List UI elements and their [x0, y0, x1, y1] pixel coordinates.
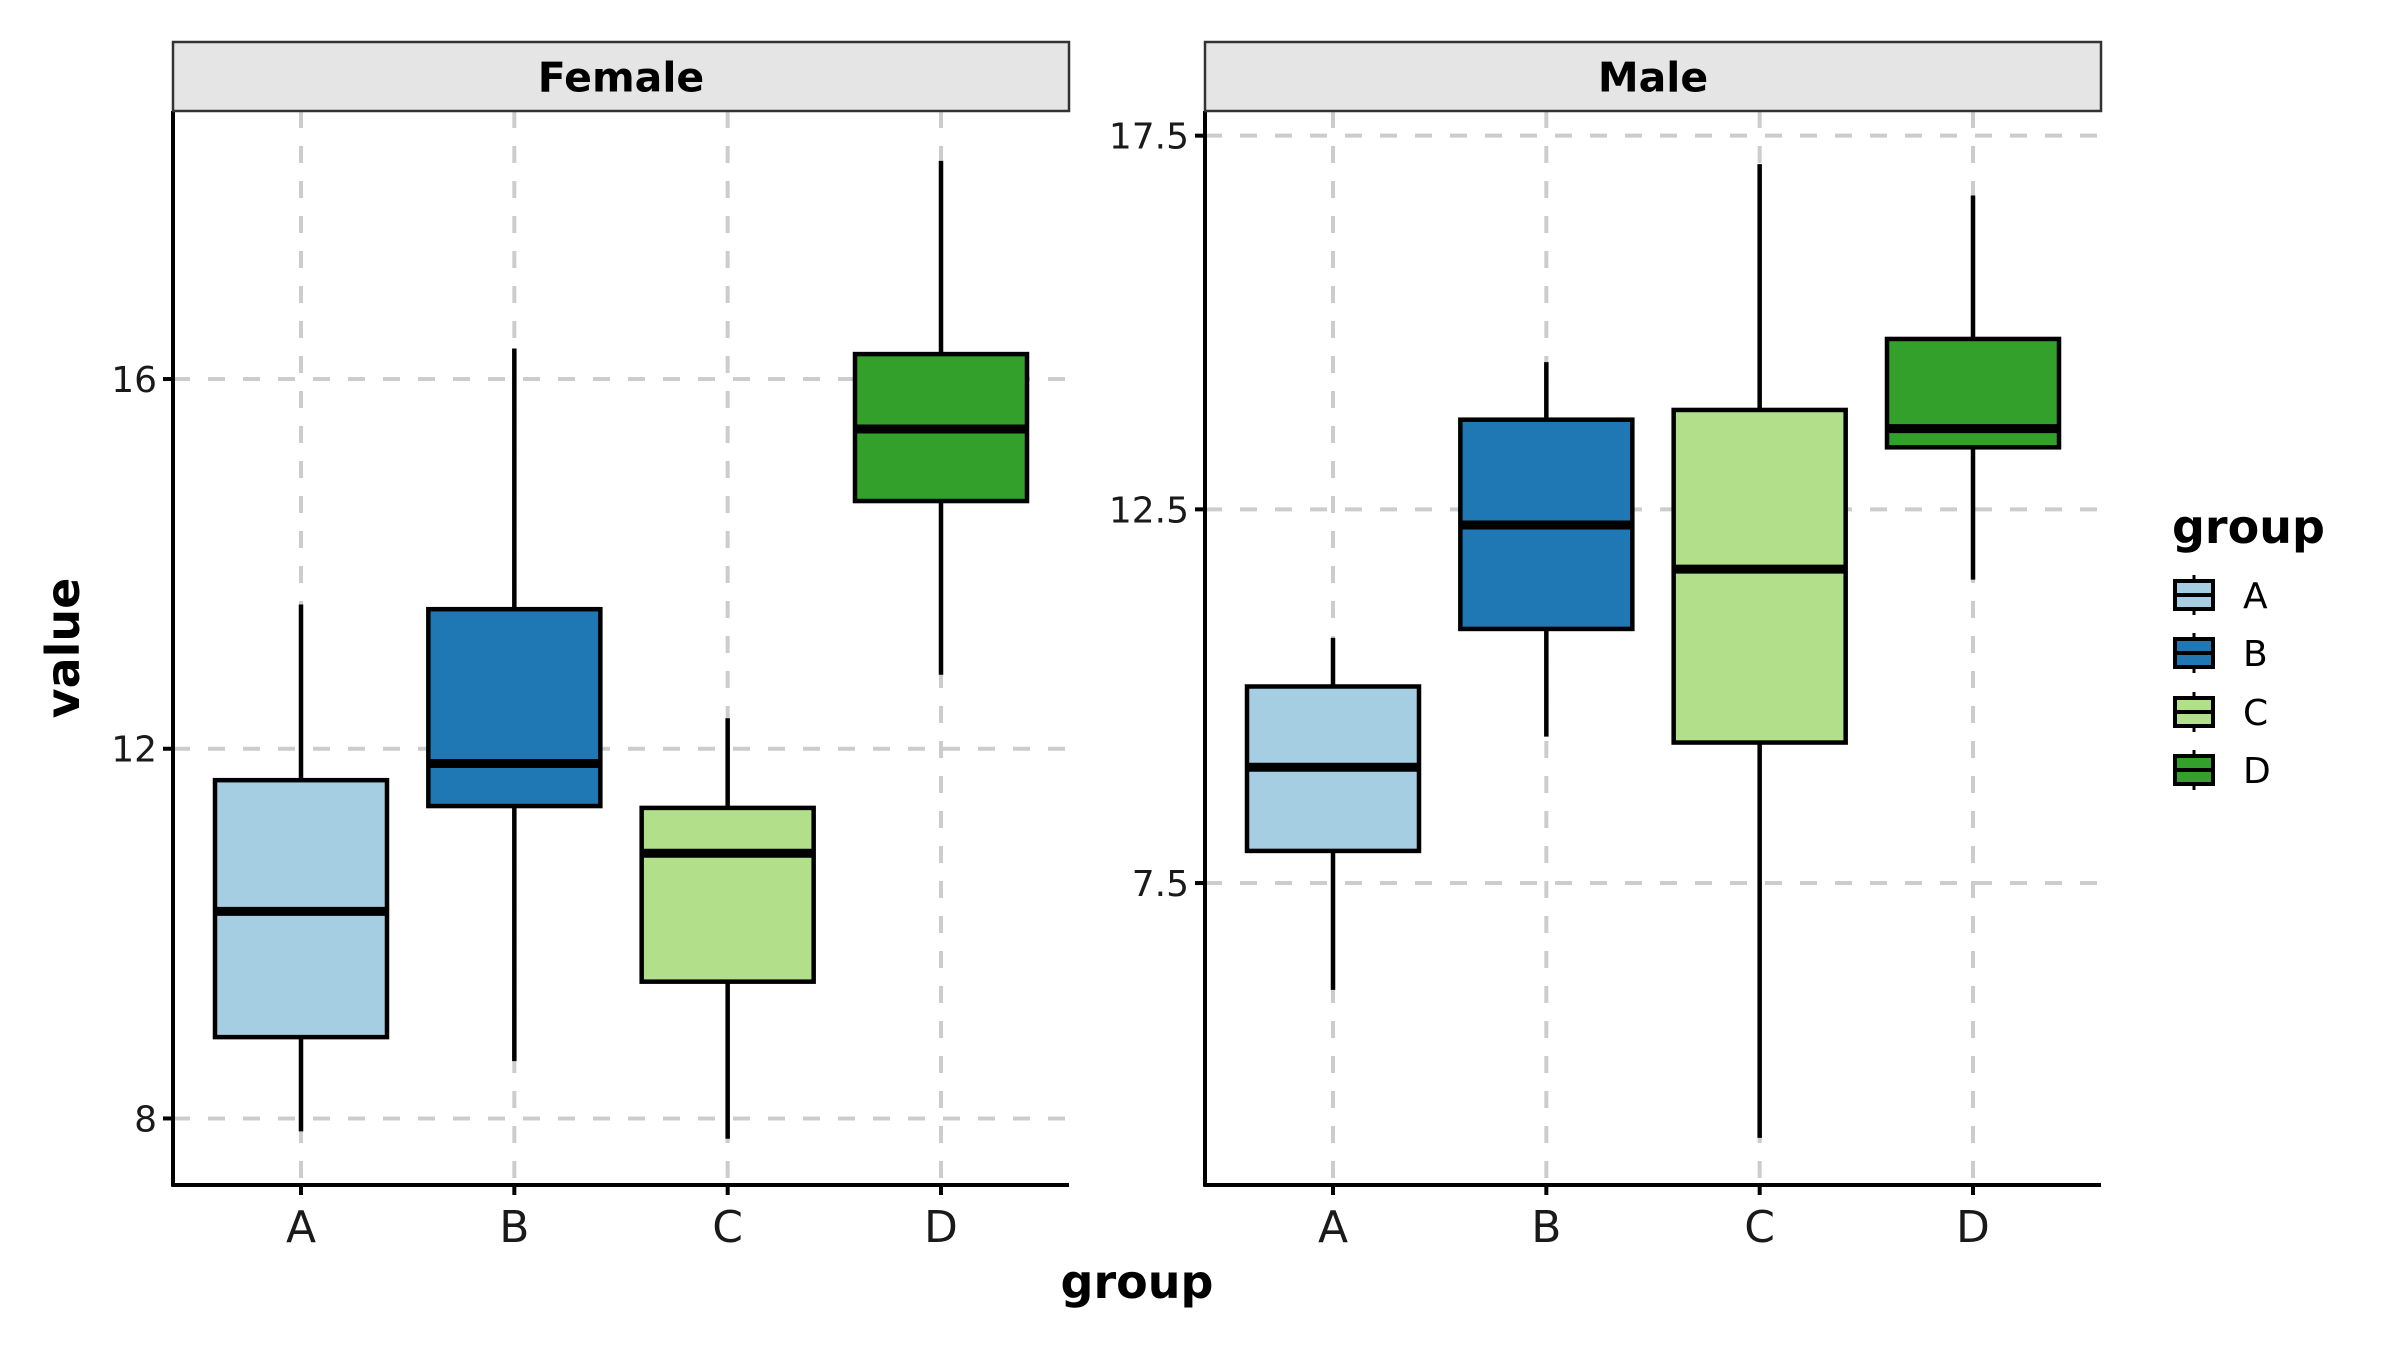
boxes — [1244, 164, 2062, 1138]
x-axis: A B C D — [171, 1183, 1069, 1253]
legend-key-icon — [2173, 575, 2215, 615]
box-c — [639, 718, 816, 1139]
legend-label: C — [2243, 693, 2268, 734]
legend-item-a: A — [2173, 575, 2268, 617]
box-a — [212, 604, 390, 1132]
box-d — [852, 160, 1030, 675]
x-tick-label: A — [1318, 1202, 1348, 1253]
boxes — [212, 160, 1030, 1139]
facet-strip-female — [171, 40, 1071, 113]
box-b — [426, 348, 603, 1062]
x-tick-label: D — [1956, 1202, 1990, 1253]
y-axis: 8 12 16 — [111, 111, 175, 1187]
legend-label: D — [2243, 751, 2271, 792]
gridlines — [1205, 111, 2101, 1185]
y-tick-label: 7.5 — [1132, 864, 1189, 905]
iqr-box — [639, 805, 816, 984]
x-axis: A B C D — [1203, 1183, 2101, 1253]
box-a — [1244, 637, 1422, 990]
legend-label: A — [2243, 576, 2268, 617]
box-c — [1671, 164, 1848, 1138]
legend-key-icon — [2173, 692, 2215, 732]
panel-male: 7.5 12.5 17.5 A B C D Male — [1109, 40, 2103, 1253]
panel-female: 8 12 16 A B C D Female — [111, 40, 1071, 1253]
iqr-box — [426, 606, 603, 809]
legend-item-b: B — [2173, 633, 2268, 675]
x-tick-label: A — [286, 1202, 316, 1253]
facet-strip-label: Female — [538, 54, 704, 102]
y-axis: 7.5 12.5 17.5 — [1109, 111, 1207, 1187]
box-d — [1884, 195, 2062, 580]
legend-item-c: C — [2173, 692, 2268, 734]
y-tick-label: 12.5 — [1109, 490, 1189, 531]
y-tick-label: 16 — [111, 360, 157, 401]
x-tick-label: C — [712, 1202, 743, 1253]
x-tick-label: C — [1744, 1202, 1775, 1253]
legend-key-icon — [2173, 633, 2215, 673]
legend-title: group — [2172, 500, 2325, 554]
x-tick-label: B — [499, 1202, 529, 1253]
iqr-box — [1671, 407, 1848, 745]
legend-label: B — [2243, 634, 2268, 675]
facet-strip-label: Male — [1598, 54, 1708, 102]
facet-strip-male — [1203, 40, 2103, 113]
y-tick-label: 12 — [111, 730, 157, 771]
x-tick-label: B — [1531, 1202, 1561, 1253]
y-tick-label: 17.5 — [1109, 117, 1189, 158]
x-tick-label: D — [924, 1202, 958, 1253]
y-axis-title: value — [36, 578, 90, 719]
x-axis-title: group — [1061, 1255, 1214, 1309]
box-b — [1458, 362, 1635, 737]
y-tick-label: 8 — [134, 1099, 157, 1140]
legend-key-icon — [2173, 750, 2215, 790]
legend-item-d: D — [2173, 750, 2271, 792]
